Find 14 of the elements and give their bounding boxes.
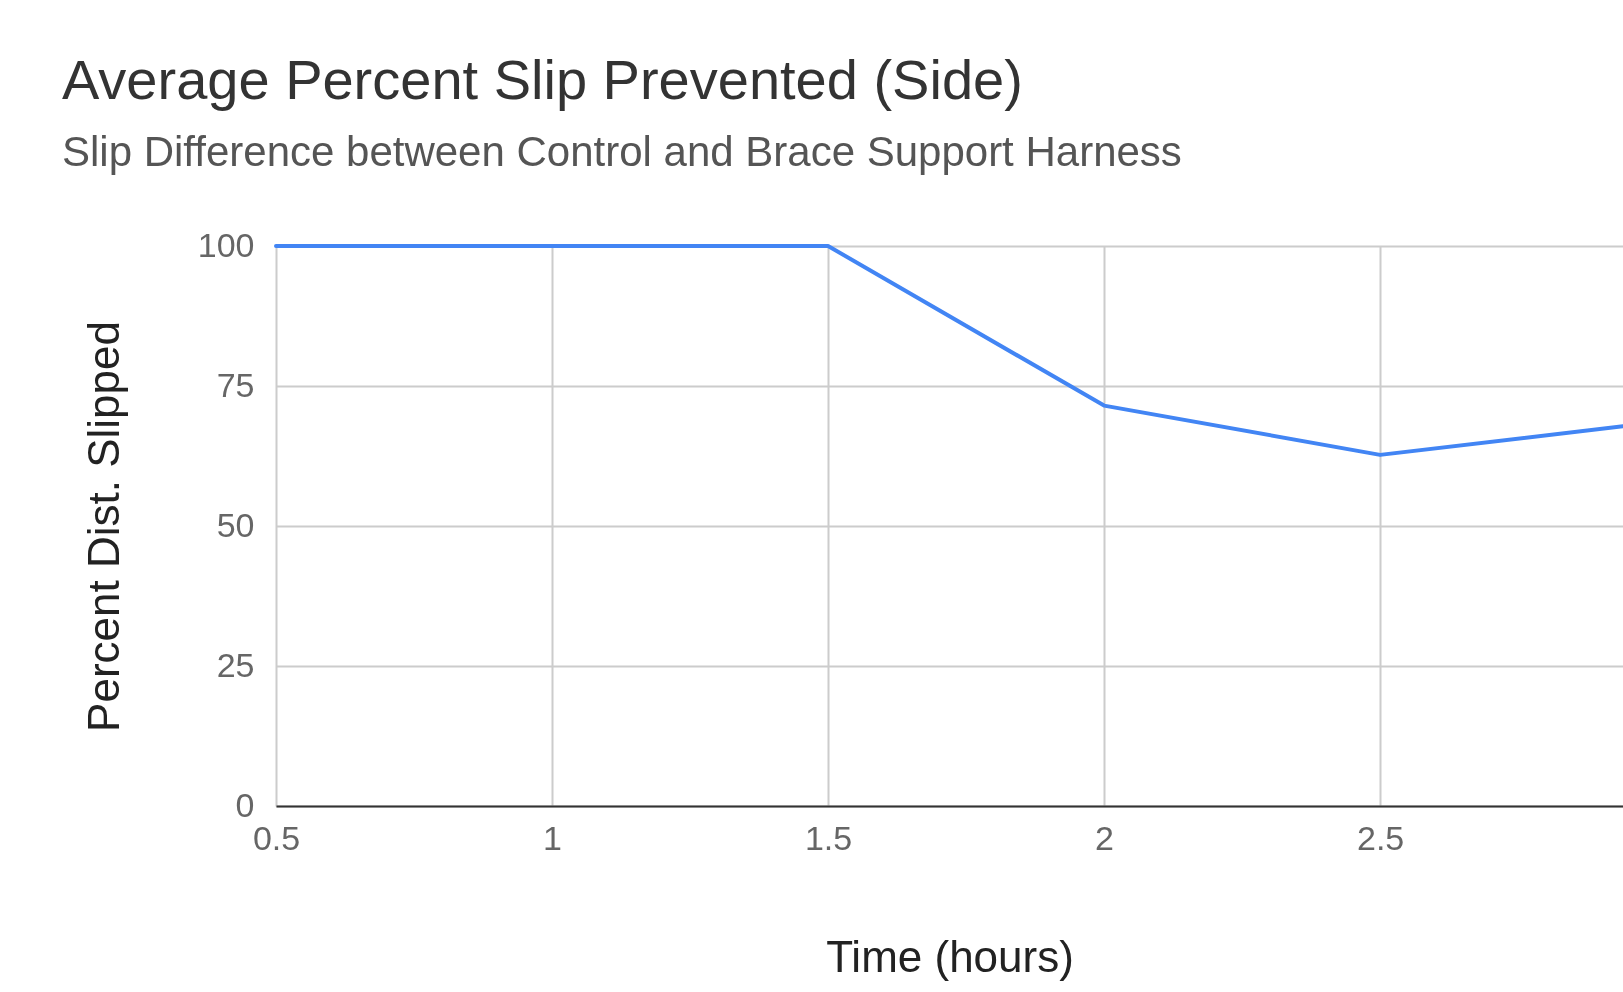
y-tick-label: 0 bbox=[235, 785, 255, 824]
y-axis-title: Percent Dist. Slipped bbox=[78, 321, 128, 732]
chart-title: Average Percent Slip Prevented (Side) bbox=[62, 48, 1023, 111]
chart-subtitle: Slip Difference between Control and Brace Support Harness bbox=[62, 128, 1182, 175]
x-tick-label: 0.5 bbox=[252, 818, 301, 857]
x-tick-label: 2.5 bbox=[1356, 818, 1405, 857]
y-tick-label: 25 bbox=[216, 645, 255, 684]
y-tick-label: 75 bbox=[216, 365, 255, 404]
x-tick-label: 2 bbox=[1095, 818, 1115, 857]
x-tick-label: 1 bbox=[543, 818, 562, 857]
y-tick-label: 50 bbox=[216, 505, 255, 544]
x-axis-title: Time (hours) bbox=[826, 931, 1074, 981]
y-tick-label: 100 bbox=[197, 225, 255, 264]
x-tick-label: 1.5 bbox=[804, 818, 853, 857]
